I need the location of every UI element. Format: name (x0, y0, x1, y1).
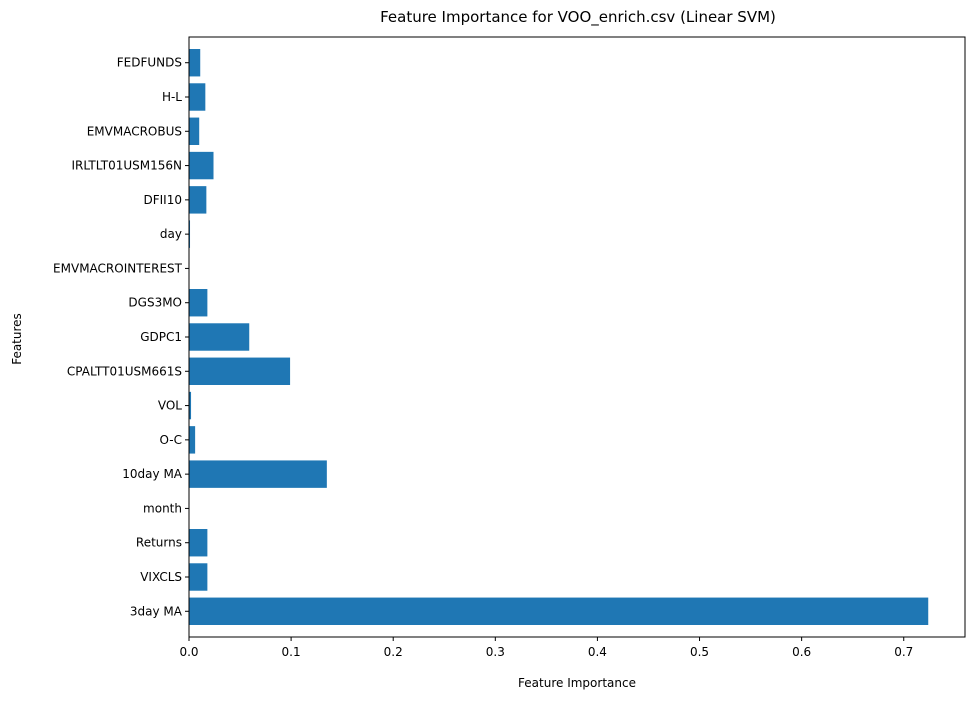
chart-title: Feature Importance for VOO_enrich.csv (L… (380, 8, 776, 27)
bar-10day-ma (189, 460, 327, 488)
y-tick-label-irltlt01usm156n: IRLTLT01USM156N (71, 159, 182, 173)
y-tick-label-vixcls: VIXCLS (140, 570, 182, 584)
y-tick-label-dgs3mo: DGS3MO (128, 296, 182, 310)
y-tick-label-h-l: H-L (162, 90, 182, 104)
y-tick-label-dfii10: DFII10 (144, 193, 183, 207)
x-tick-label: 0.7 (894, 645, 913, 659)
x-tick-label: 0.4 (588, 645, 607, 659)
y-tick-label-cpaltt01usm661s: CPALTT01USM661S (67, 364, 182, 378)
bar-dgs3mo (189, 289, 208, 317)
y-tick-label-10day-ma: 10day MA (122, 467, 183, 481)
x-axis-label: Feature Importance (518, 676, 636, 690)
x-tick-label: 0.5 (690, 645, 709, 659)
y-tick-label-o-c: O-C (160, 433, 183, 447)
y-tick-label-fedfunds: FEDFUNDS (117, 56, 182, 70)
y-tick-label-vol: VOL (158, 399, 182, 413)
bar-3day-ma (189, 597, 929, 625)
y-axis-label: Features (10, 313, 24, 365)
y-axis-ticks: 3day MA VIXCLS Returns month 10day MA O-C VOL C… (53, 56, 189, 618)
bar-gdpc1 (189, 323, 250, 351)
bar-fedfunds (189, 49, 201, 77)
y-tick-label-gdpc1: GDPC1 (140, 330, 182, 344)
x-tick-label: 0.2 (384, 645, 403, 659)
bar-irltlt01usm156n (189, 151, 214, 180)
y-tick-label-returns: Returns (136, 536, 182, 550)
bar-o-c (189, 426, 196, 454)
y-tick-label-emvmacrobus: EMVMACROBUS (87, 124, 182, 138)
plot-frame (188, 36, 966, 638)
x-tick-label: 0.3 (486, 645, 505, 659)
y-tick-label-3day-ma: 3day MA (130, 604, 183, 618)
y-tick-label-month: month (143, 501, 182, 515)
x-axis-ticks: 0.0 0.1 0.2 0.3 0.4 0.5 0.6 0.7 (179, 637, 913, 659)
x-tick-label: 0.6 (792, 645, 811, 659)
y-tick-label-emvmacrointerest: EMVMACROINTEREST (53, 261, 183, 275)
bars-group (189, 49, 929, 625)
bar-vol (189, 391, 192, 420)
bar-h-l (189, 83, 206, 111)
x-tick-label: 0.0 (179, 645, 198, 659)
y-tick-label-day: day (160, 227, 182, 241)
bar-vixcls (189, 563, 208, 591)
bar-day (189, 220, 191, 248)
bar-emvmacrobus (189, 117, 200, 145)
x-tick-label: 0.1 (282, 645, 301, 659)
bar-cpaltt01usm661s (189, 357, 291, 385)
bar-returns (189, 529, 208, 557)
bar-dfii10 (189, 186, 207, 214)
